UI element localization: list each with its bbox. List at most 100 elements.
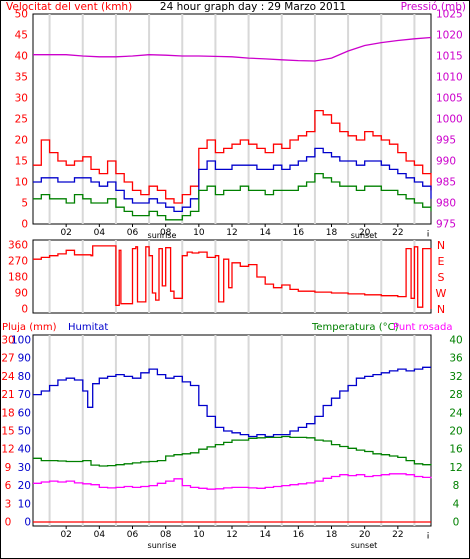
rain-tick-label: 12 — [1, 444, 14, 456]
wind-tick-label: 15 — [15, 156, 28, 168]
pressure-axis-label: Pressió (mb) — [401, 1, 466, 13]
x-tick-label: 12 — [226, 530, 237, 540]
x-tick-label: 20 — [359, 530, 371, 540]
humidity-tick-label: 80 — [18, 371, 31, 383]
pressure-tick-label: 1015 — [436, 51, 463, 63]
humidity-tick-label: 60 — [18, 407, 31, 419]
x-tick-label: 02 — [60, 228, 71, 238]
series-line — [33, 245, 432, 309]
humidity-tick-label: 10 — [18, 498, 31, 510]
pressure-y-ticks: 975 980 985 990 995 1000 1005 1010 1015 1020 1025 — [436, 9, 463, 231]
series-line — [33, 435, 432, 467]
humidity-tick-label: 40 — [18, 444, 31, 456]
humidity-temperature-panel: Pluja (mm) Humitat Temperatura (°C) Punt… — [1, 322, 463, 550]
wind-tick-label: 50 — [15, 9, 28, 21]
rain-axis-label: Pluja (mm) — [2, 322, 57, 333]
rain-tick-label: 18 — [1, 407, 14, 419]
rain-tick-label: 24 — [1, 371, 15, 383]
humidity-tick-label: 90 — [18, 353, 31, 365]
pressure-tick-label: 990 — [436, 156, 456, 168]
direction-y-ticks: 0 90 180 270 360 — [8, 240, 28, 316]
wind-plot-frame — [32, 13, 432, 225]
temperature-tick-label: 12 — [449, 462, 462, 474]
rain-tick-label: 21 — [1, 389, 14, 401]
wind-tick-label: 45 — [15, 30, 28, 42]
humidity-grid — [48, 335, 416, 526]
temperature-tick-label: 4 — [453, 498, 460, 510]
x-tick-label: 22 — [392, 228, 403, 238]
pressure-tick-label: 995 — [436, 135, 456, 147]
x-tick-label: ¡ — [426, 228, 430, 238]
direction-tick-label: 360 — [8, 240, 28, 252]
humidity-tick-label: 50 — [18, 426, 31, 438]
sunrise-label-bottom: sunrise — [148, 541, 177, 550]
pressure-tick-label: 975 — [436, 219, 456, 231]
humidity-tick-label: 100 — [11, 335, 31, 347]
temperature-tick-label: 8 — [453, 480, 460, 492]
wind-tick-label: 25 — [15, 114, 28, 126]
compass-label: W — [436, 287, 447, 300]
x-tick-label: 16 — [293, 228, 305, 238]
humidity-tick-label: 20 — [18, 480, 31, 492]
pressure-tick-label: 1010 — [436, 72, 463, 84]
rain-tick-label: 30 — [1, 335, 14, 347]
dewpoint-axis-label: Punt rosada — [393, 322, 452, 333]
x-tick-label: 10 — [193, 530, 205, 540]
temperature-tick-label: 32 — [449, 371, 462, 383]
x-tick-label: ¡ — [426, 530, 430, 540]
rain-tick-label: 6 — [5, 480, 12, 492]
wind-tick-label: 20 — [15, 135, 28, 147]
series-line — [33, 366, 431, 438]
x-tick-label: 16 — [293, 530, 305, 540]
humidity-y-ticks: 0 10 20 30 40 50 60 70 80 90 100 — [11, 335, 31, 529]
wind-axis-label: Velocitat del vent (kmh) — [6, 1, 132, 13]
wind-tick-label: 35 — [15, 72, 28, 84]
x-tick-label: 04 — [94, 228, 106, 238]
x-tick-label: 08 — [160, 530, 172, 540]
x-tick-label: 12 — [226, 228, 237, 238]
direction-tick-label: 270 — [8, 256, 28, 268]
direction-series — [33, 245, 432, 309]
direction-tick-label: 0 — [21, 304, 28, 316]
x-tick-label: 14 — [259, 530, 271, 540]
pressure-tick-label: 1000 — [436, 114, 463, 126]
x-tick-label: 14 — [259, 228, 271, 238]
rain-tick-label: 15 — [1, 426, 14, 438]
temperature-tick-label: 40 — [449, 335, 462, 347]
rain-tick-label: 27 — [1, 353, 14, 365]
series-line — [33, 172, 432, 221]
wind-x-ticks: 02 04 06 08 10 12 14 16 18 20 22 ¡ — [60, 224, 430, 238]
x-tick-label: 20 — [359, 228, 371, 238]
x-tick-label: 10 — [193, 228, 205, 238]
humidity-tick-label: 70 — [18, 389, 31, 401]
temperature-y-ticks: 0 4 8 12 16 20 24 28 32 36 40 — [449, 335, 463, 529]
series-line — [33, 36, 432, 62]
pressure-tick-label: 1005 — [436, 93, 463, 105]
x-tick-label: 06 — [127, 530, 139, 540]
compass-label: S — [438, 271, 445, 284]
wind-tick-label: 0 — [21, 219, 28, 231]
compass-label: E — [438, 255, 445, 268]
x-tick-label: 06 — [127, 228, 139, 238]
x-tick-label: 22 — [392, 530, 403, 540]
temperature-tick-label: 0 — [453, 517, 460, 529]
direction-tick-label: 180 — [8, 272, 28, 284]
sunrise-label-top: sunrise — [148, 231, 177, 240]
wind-y-ticks: 0 5 10 15 20 25 30 35 40 45 50 — [15, 9, 28, 231]
compass-label: N — [437, 303, 445, 316]
temperature-axis-label: Temperatura (°C) — [311, 322, 399, 333]
series-line — [33, 109, 432, 204]
humidity-tick-label: 30 — [18, 462, 31, 474]
humidity-axis-label: Humitat — [68, 322, 108, 333]
series-line — [33, 473, 432, 490]
temperature-tick-label: 28 — [449, 389, 462, 401]
series-line — [33, 147, 432, 213]
wind-pressure-series — [33, 36, 432, 221]
humidity-temperature-series — [33, 366, 432, 523]
pressure-tick-label: 980 — [436, 198, 456, 210]
wind-tick-label: 5 — [21, 198, 28, 210]
temperature-tick-label: 36 — [449, 353, 463, 365]
